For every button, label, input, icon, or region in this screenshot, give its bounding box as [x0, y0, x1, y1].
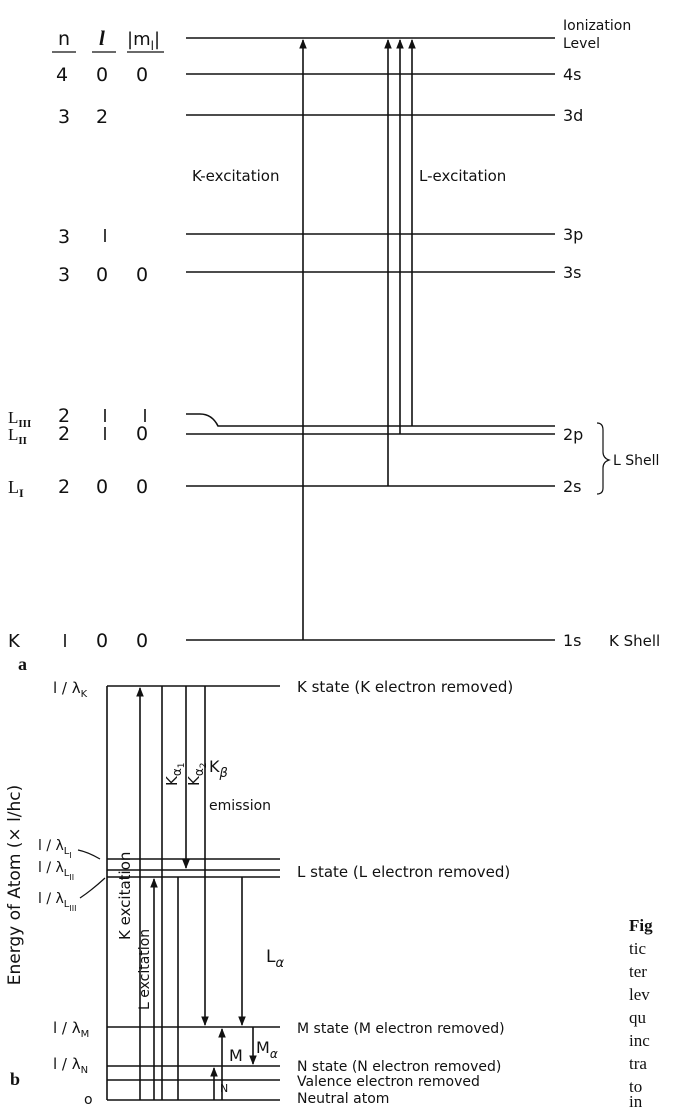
header-ml: |ml|: [127, 29, 160, 53]
orbital-2s: 2s: [563, 477, 582, 496]
kb-label: Kβ: [209, 757, 228, 781]
ka1-label: Kα1: [163, 763, 187, 787]
row-l1-l: 0: [96, 476, 108, 498]
header-l: l: [99, 26, 105, 50]
row-l1-n: 2: [58, 476, 70, 498]
orbital-2p: 2p: [563, 425, 583, 444]
b-k-excitation-label: K excitation: [116, 852, 134, 940]
k-state-label: K state (K electron removed): [297, 678, 513, 696]
row-l3-n: 2: [58, 405, 70, 427]
tick-l1-leader: [77, 849, 101, 860]
row-4s-l: 0: [96, 64, 108, 86]
caption-line-3: lev: [629, 985, 650, 1004]
orbital-3d: 3d: [563, 106, 583, 125]
caption-line-6: tra: [629, 1054, 647, 1073]
row-l3-shell: LIII: [8, 408, 31, 430]
row-l2-ml: 0: [136, 423, 148, 445]
l-state-label: L state (L electron removed): [297, 863, 510, 881]
tick-m: l / λM: [53, 1019, 89, 1040]
figure-caption: Fig tic ter lev qu inc tra to in: [629, 916, 653, 1107]
row-3d-l: 2: [96, 106, 108, 128]
tick-l1: l / λLI: [38, 838, 72, 860]
caption-line-1: tic: [629, 939, 646, 958]
m-state-label: M state (M electron removed): [297, 1021, 505, 1037]
row-l2-n: 2: [58, 423, 70, 445]
row-l1-ml: 0: [136, 476, 148, 498]
orbital-3s: 3s: [563, 263, 582, 282]
n-state-label: N state (N electron removed): [297, 1059, 501, 1075]
k-excitation-label: K-excitation: [192, 167, 279, 185]
ionization-label-1: Ionization: [563, 18, 631, 34]
y-axis-label: Energy of Atom (× l/hc): [5, 785, 25, 986]
ka2-label: Kα2: [185, 763, 209, 787]
tick-n: l / λN: [53, 1055, 88, 1076]
row-3p-n: 3: [58, 226, 70, 248]
row-k-shell: K: [8, 631, 21, 652]
tick-zero: o: [84, 1092, 93, 1107]
tick-l3: l / λLIII: [38, 891, 76, 913]
valence-state-label: Valence electron removed: [297, 1074, 480, 1090]
caption-line-7: to: [629, 1077, 642, 1096]
row-4s-n: 4: [56, 64, 68, 86]
tick-k: l / λK: [53, 679, 88, 700]
caption-fig: Fig: [629, 916, 653, 935]
neutral-state-label: Neutral atom: [297, 1091, 389, 1107]
panel-b-label: b: [10, 1069, 20, 1089]
level-2p3-line: [186, 413, 555, 427]
l-shell-label: L Shell: [613, 453, 659, 469]
panel-a-label: a: [18, 654, 27, 674]
ma-label: Mα: [256, 1038, 278, 1061]
row-l2-shell: LII: [8, 425, 27, 447]
row-3s-l: 0: [96, 264, 108, 286]
panel-a: n l |ml| 4 0 0 3 2 3 3 0 0 LIII 2 LII 2 …: [8, 18, 660, 674]
n-label: N: [220, 1082, 228, 1095]
b-l-excitation-label: L excitation: [137, 929, 153, 1010]
orbital-4s: 4s: [563, 65, 582, 84]
la-label: Lα: [266, 947, 284, 971]
tick-l3-leader: [79, 877, 106, 899]
caption-line-5: inc: [629, 1031, 650, 1050]
caption-line-8: in: [629, 1092, 643, 1107]
emission-label: emission: [209, 798, 271, 814]
m-label: M: [229, 1046, 243, 1065]
row-3s-n: 3: [58, 264, 70, 286]
panel-b: Energy of Atom (× l/hc) l / λK l / λLI l…: [5, 678, 513, 1107]
row-3s-ml: 0: [136, 264, 148, 286]
caption-line-2: ter: [629, 962, 647, 981]
l-shell-brace: [596, 422, 611, 495]
header-n: n: [58, 28, 70, 50]
orbital-3p: 3p: [563, 225, 583, 244]
l-excitation-label: L-excitation: [419, 167, 506, 185]
row-l1-shell: LI: [8, 477, 24, 500]
row-3d-n: 3: [58, 106, 70, 128]
orbital-1s: 1s: [563, 631, 582, 650]
row-4s-ml: 0: [136, 64, 148, 86]
caption-line-4: qu: [629, 1008, 647, 1027]
ionization-label-2: Level: [563, 36, 600, 52]
tick-l2: l / λLII: [38, 860, 74, 882]
k-shell-label: K Shell: [609, 632, 660, 650]
row-k-l: 0: [96, 630, 108, 652]
row-k-ml: 0: [136, 630, 148, 652]
